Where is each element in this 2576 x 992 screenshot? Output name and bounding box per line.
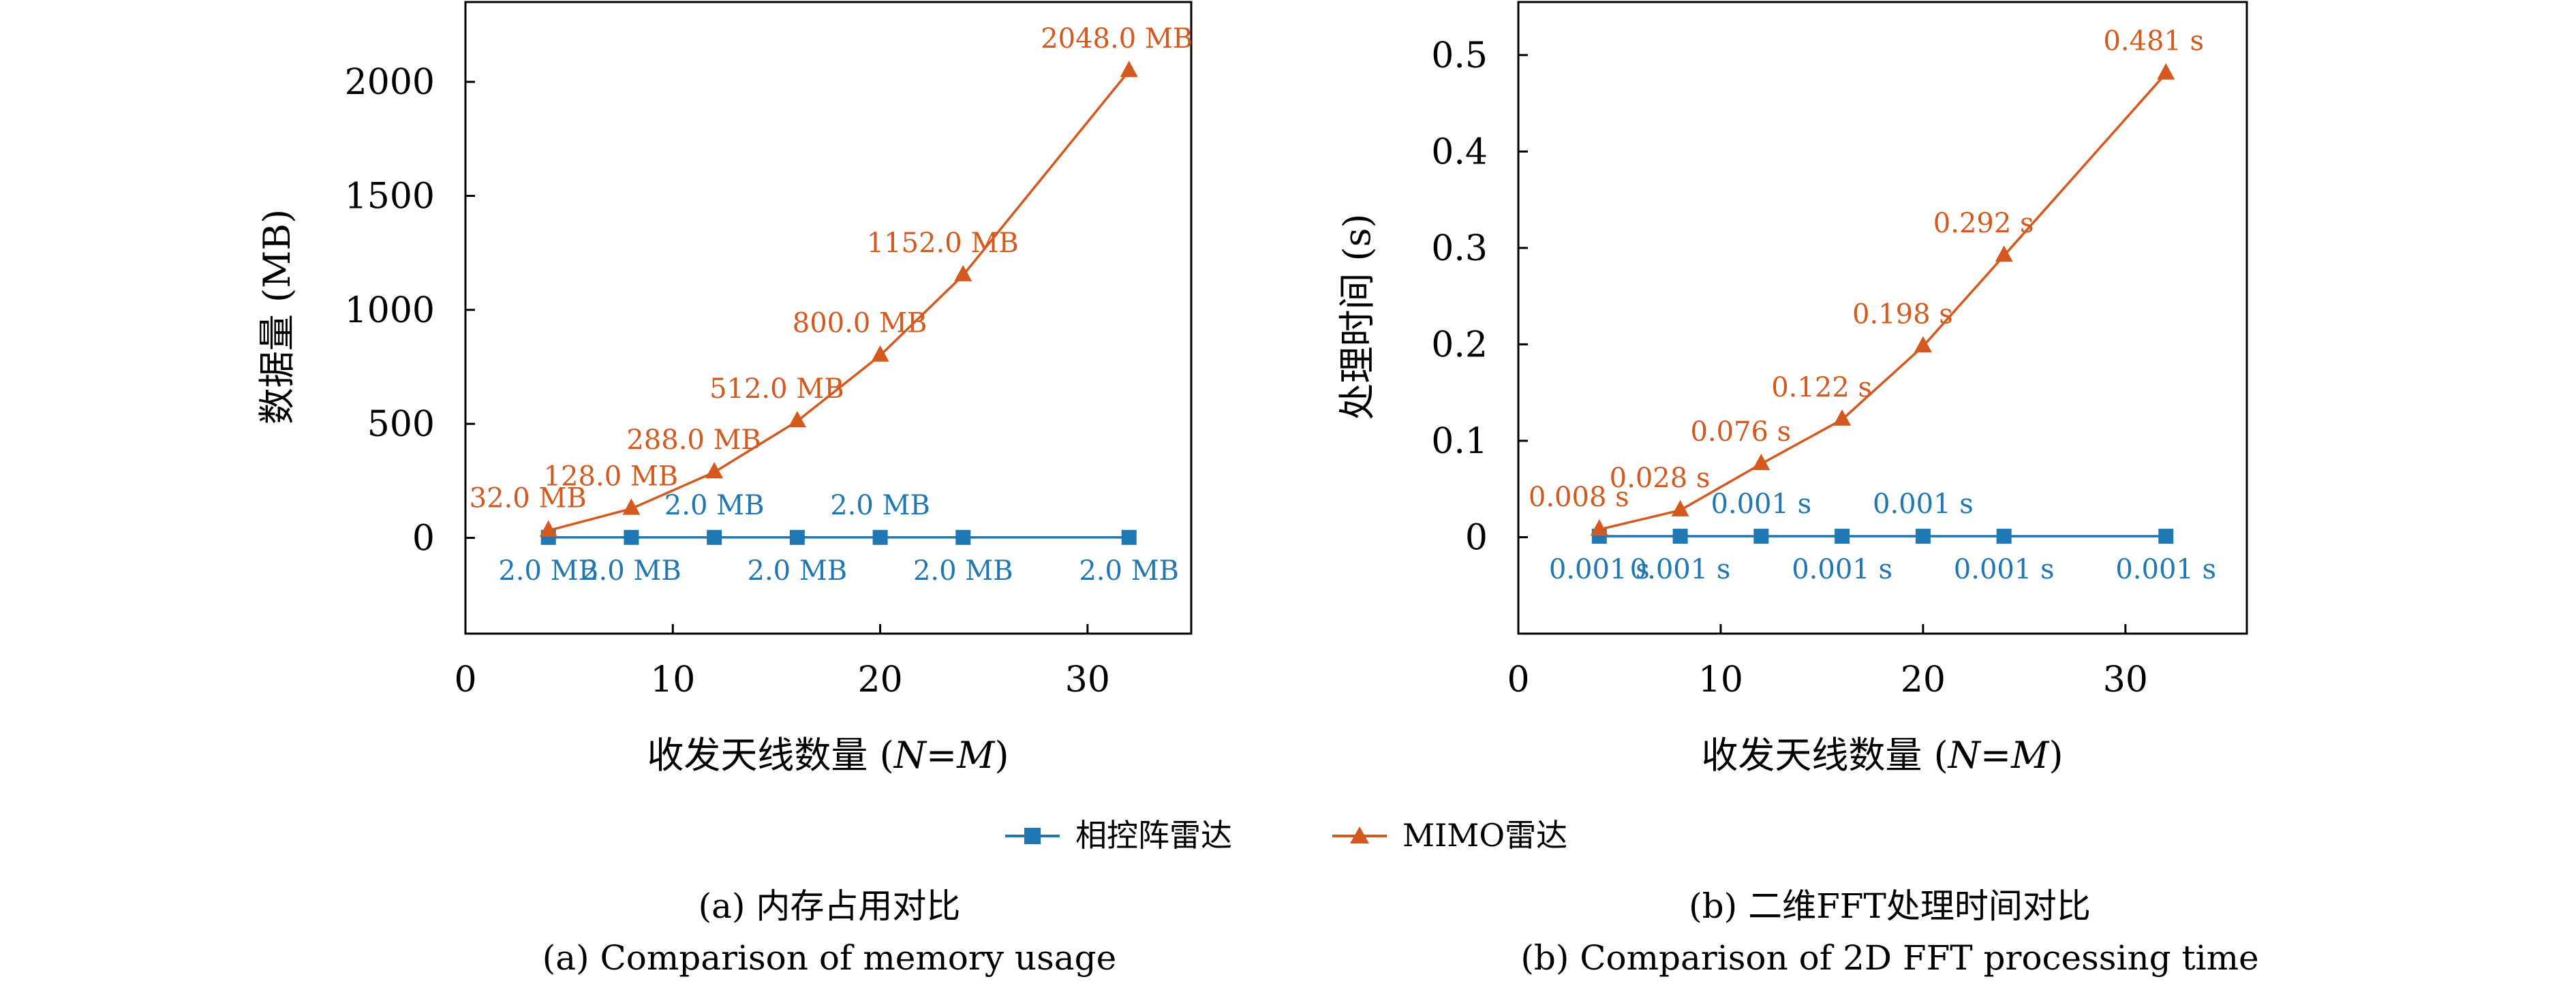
caption-b-english: (b) Comparison of 2D FFT processing time — [1520, 938, 2258, 978]
data-point-mimo — [871, 345, 889, 362]
x-tick-label: 30 — [1065, 660, 1110, 700]
data-label-phased: 0.001 s — [1873, 489, 1974, 520]
data-point-phased — [789, 529, 805, 545]
data-label-phased: 0.001 s — [1630, 554, 1731, 585]
data-label-phased: 2.0 MB — [1079, 555, 1179, 587]
x-axis-label: 收发天线数量 (N=M) — [1701, 734, 2063, 777]
data-point-mimo — [705, 462, 724, 479]
data-point-phased — [2158, 529, 2174, 544]
y-tick-label: 2000 — [345, 62, 435, 103]
data-label-phased: 0.001 s — [2115, 554, 2216, 585]
y-tick-label: 0 — [412, 518, 435, 559]
data-point-mimo — [1120, 61, 1138, 78]
data-point-phased — [1753, 529, 1769, 544]
data-point-mimo — [622, 498, 641, 515]
data-label-mimo: 0.008 s — [1529, 482, 1629, 513]
data-label-phased: 2.0 MB — [581, 555, 681, 587]
data-label-phased: 2.0 MB — [498, 555, 598, 587]
legend-phased-marker — [1024, 828, 1041, 844]
y-axis-label: 处理时间 (s) — [1336, 213, 1379, 420]
x-tick-label: 20 — [1901, 660, 1946, 700]
data-label-phased: 0.001 s — [1549, 554, 1650, 585]
data-point-phased — [1121, 529, 1137, 545]
data-label-mimo: 512.0 MB — [709, 373, 844, 405]
data-point-phased — [1996, 529, 2012, 544]
y-tick-label: 0.4 — [1431, 131, 1488, 172]
data-point-mimo — [1671, 499, 1689, 516]
plot-frame — [464, 1, 1193, 635]
x-tick-label: 10 — [1698, 660, 1743, 700]
data-point-mimo — [954, 264, 972, 281]
legend-mimo-marker — [1350, 826, 1369, 843]
x-tick-label: 10 — [650, 660, 695, 700]
y-tick-label: 0.3 — [1431, 228, 1488, 269]
legend: 相控阵雷达 MIMO雷达 — [1005, 817, 1567, 854]
data-label-mimo: 0.198 s — [1852, 298, 1953, 330]
data-label-phased: 2.0 MB — [830, 490, 930, 521]
data-label-mimo: 128.0 MB — [544, 461, 679, 493]
legend-phased-label: 相控阵雷达 — [1075, 817, 1232, 854]
data-point-mimo — [1752, 453, 1770, 470]
panel-memory-usage: 0 10 20 30 0 500 1000 1500 2000 数据量 (MB) 收发天线数量 (N… — [256, 1, 1193, 777]
data-point-mimo — [1914, 336, 1932, 353]
y-tick-label: 0 — [1465, 517, 1488, 558]
data-label-mimo: 32.0 MB — [470, 483, 587, 514]
x-tick-label: 20 — [857, 660, 902, 700]
y-tick-label: 1500 — [345, 176, 435, 217]
data-label-phased: 2.0 MB — [664, 490, 765, 521]
data-label-phased: 0.001 s — [1711, 489, 1811, 520]
data-point-mimo — [2157, 63, 2175, 80]
data-label-mimo: 0.076 s — [1690, 416, 1791, 448]
data-point-phased — [955, 529, 971, 545]
y-tick-label: 1000 — [345, 290, 435, 331]
legend-mimo-label: MIMO雷达 — [1402, 817, 1567, 854]
x-tick-label: 0 — [1507, 660, 1529, 700]
data-point-phased — [872, 529, 888, 545]
data-label-phased: 2.0 MB — [748, 555, 848, 587]
x-tick-label: 0 — [454, 660, 476, 700]
data-label-mimo: 2048.0 MB — [1041, 23, 1193, 55]
panel-fft-time: 0 10 20 30 0 0.1 0.2 0.3 0.4 0.5 处理时间 (s) 收发天线数量 (N… — [1336, 1, 2248, 777]
data-point-phased — [1835, 529, 1850, 544]
x-axis-label: 收发天线数量 (N=M) — [647, 734, 1009, 777]
x-tick-label: 30 — [2103, 660, 2148, 700]
data-point-mimo — [539, 520, 557, 537]
data-label-mimo: 0.122 s — [1771, 372, 1872, 403]
data-point-mimo — [1590, 519, 1608, 536]
data-point-phased — [624, 529, 639, 545]
y-tick-label: 0.1 — [1431, 421, 1488, 462]
data-label-mimo: 288.0 MB — [626, 424, 761, 456]
data-label-mimo: 0.028 s — [1610, 463, 1711, 494]
y-tick-label: 0.2 — [1431, 324, 1488, 365]
data-label-mimo: 1152.0 MB — [867, 228, 1019, 259]
data-point-phased — [1915, 529, 1931, 544]
data-label-mimo: 800.0 MB — [793, 308, 927, 339]
data-point-phased — [1672, 529, 1688, 544]
data-label-mimo: 0.292 s — [1933, 208, 2034, 239]
caption-a-chinese: (a) 内存占用对比 — [699, 886, 961, 926]
caption-b-chinese: (b) 二维FFT处理时间对比 — [1689, 886, 2091, 926]
data-label-phased: 0.001 s — [1792, 554, 1892, 585]
data-label-mimo: 0.481 s — [2103, 26, 2204, 57]
y-tick-label: 0.5 — [1431, 35, 1488, 76]
plot-frame — [1517, 1, 2248, 635]
data-label-phased: 2.0 MB — [913, 555, 1013, 587]
data-point-mimo — [1995, 245, 2013, 262]
y-axis-label: 数据量 (MB) — [256, 209, 298, 424]
caption-a-english: (a) Comparison of memory usage — [542, 938, 1116, 978]
data-point-mimo — [1833, 409, 1852, 426]
y-tick-label: 500 — [367, 404, 435, 445]
data-point-mimo — [788, 411, 806, 428]
data-label-phased: 0.001 s — [1954, 554, 2055, 585]
data-point-phased — [707, 529, 722, 545]
